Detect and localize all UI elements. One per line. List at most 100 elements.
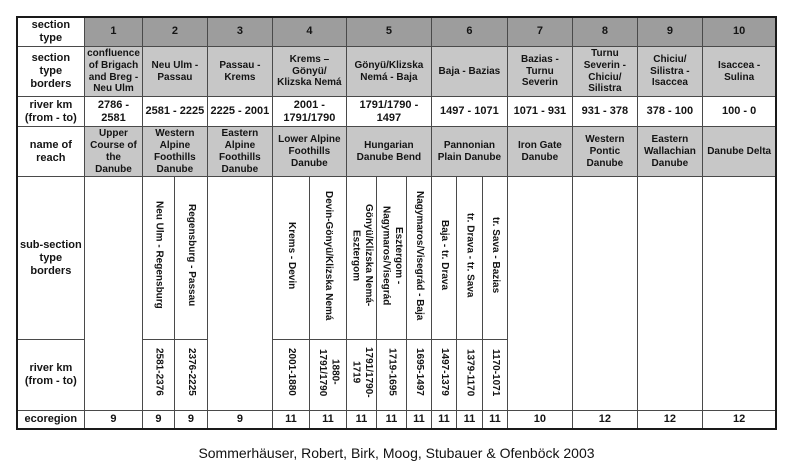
sub-section-borders: tr. Drava - tr. Sava	[455, 176, 483, 341]
section-number: 4	[271, 16, 347, 47]
row-ecoregion: ecoregion 9 9 9 9 11 11 11 11 11 11 11 1…	[16, 410, 777, 430]
reach-name: Upper Course of the Danube	[84, 126, 143, 178]
row-label-section-type: section type	[16, 16, 86, 47]
sub-section-borders: Neu Ulm - Regensburg	[141, 176, 175, 341]
ecoregion-value: 12	[636, 410, 703, 430]
vertical-text: Regensburg - Passau	[186, 204, 198, 307]
section-number: 6	[430, 16, 508, 47]
row-label-sub-river-km: river km (from - to)	[16, 339, 86, 412]
empty-cell	[571, 176, 638, 412]
vertical-text: Baja - tr. Drava	[439, 220, 451, 291]
section-number: 7	[506, 16, 573, 47]
reach-name: Western Alpine Foothills Danube	[141, 126, 208, 178]
section-number: 5	[345, 16, 432, 47]
reach-name: Eastern Alpine Foothills Danube	[206, 126, 273, 178]
vertical-text: Devin-Gönyü/Klizska Nemá	[323, 190, 335, 321]
river-km: 100 - 0	[701, 96, 777, 128]
row-label-ecoregion: ecoregion	[16, 410, 86, 430]
section-number: 1	[84, 16, 143, 47]
river-km: 931 - 378	[571, 96, 638, 128]
sub-river-km: 1719-1695	[375, 339, 407, 412]
reach-name: Western Pontic Danube	[571, 126, 638, 178]
danube-sections-table: section type 1 2 3 4 5 6 7 8 9 10 sectio…	[15, 16, 778, 430]
ecoregion-value: 9	[173, 410, 208, 430]
reach-name: Eastern Wallachian Danube	[636, 126, 703, 178]
vertical-text: Gönyü/Klizska Nemá- Esztergom	[350, 204, 374, 307]
ecoregion-value: 9	[84, 410, 143, 430]
sub-river-km: 1791/1790- 1719	[345, 339, 377, 412]
ecoregion-value: 10	[506, 410, 573, 430]
sub-river-km: 2001-1880	[271, 339, 310, 412]
reach-name: Iron Gate Danube	[506, 126, 573, 178]
ecoregion-value: 9	[141, 410, 175, 430]
row-label-sub-section-borders: sub-section type borders	[16, 176, 86, 341]
vertical-text: 2001-1880	[286, 348, 298, 397]
vertical-text: Esztergom - Nagymaros/Visegrád	[380, 205, 404, 305]
section-number: 2	[141, 16, 208, 47]
section-number: 3	[206, 16, 273, 47]
sub-river-km: 2581-2376	[141, 339, 175, 412]
empty-cell	[701, 176, 777, 412]
sub-section-borders: Baja - tr. Drava	[430, 176, 457, 341]
river-km: 1071 - 931	[506, 96, 573, 128]
section-borders: Gönyü/Klizska Nemá - Baja	[345, 45, 432, 98]
vertical-text: Neu Ulm - Regensburg	[153, 201, 165, 310]
ecoregion-value: 11	[375, 410, 407, 430]
row-section-borders: section type borders confluence of Briga…	[16, 45, 777, 98]
reach-name: Lower Alpine Foothills Danube	[271, 126, 347, 178]
sub-section-borders: Gönyü/Klizska Nemá- Esztergom	[345, 176, 377, 341]
vertical-text: 2376-2225	[186, 348, 198, 397]
row-name-of-reach: name of reach Upper Course of the Danube…	[16, 126, 777, 178]
sub-section-borders: Nagymaros/Visegrád - Baja	[405, 176, 432, 341]
sub-river-km: 1880- 1791/1790	[308, 339, 347, 412]
sub-river-km: 1170-1071	[481, 339, 508, 412]
ecoregion-value: 11	[405, 410, 432, 430]
empty-cell	[506, 176, 573, 412]
ecoregion-value: 11	[481, 410, 508, 430]
sub-section-borders: Esztergom - Nagymaros/Visegrád	[375, 176, 407, 341]
row-sub-section-borders: sub-section type borders Neu Ulm - Regen…	[16, 176, 777, 412]
section-borders: Isaccea - Sulina	[701, 45, 777, 98]
river-km: 378 - 100	[636, 96, 703, 128]
vertical-text: tr. Sava - Bazias	[490, 217, 502, 294]
river-km: 2225 - 2001	[206, 96, 273, 128]
vertical-text: 1719-1695	[386, 348, 398, 397]
reach-name: Pannonian Plain Danube	[430, 126, 508, 178]
river-km: 1791/1790 - 1497	[345, 96, 432, 128]
section-number: 10	[701, 16, 777, 47]
ecoregion-value: 11	[271, 410, 310, 430]
sub-river-km: 1497-1379	[430, 339, 457, 412]
vertical-text: Nagymaros/Visegrád - Baja	[414, 190, 426, 320]
section-number: 8	[571, 16, 638, 47]
section-borders: Bazias - Turnu Severin	[506, 45, 573, 98]
sub-section-borders: tr. Sava - Bazias	[481, 176, 508, 341]
vertical-text: 1880- 1791/1790	[316, 348, 341, 396]
section-borders: Neu Ulm - Passau	[141, 45, 208, 98]
citation: Sommerhäuser, Robert, Birk, Moog, Stubau…	[198, 444, 595, 461]
section-borders: Krems –Gönyü/ Klizska Nemá	[271, 45, 347, 98]
ecoregion-value: 11	[430, 410, 457, 430]
sub-section-borders: Regensburg - Passau	[173, 176, 208, 341]
section-borders: Baja - Bazias	[430, 45, 508, 98]
sub-river-km: 1379-1170	[455, 339, 483, 412]
ecoregion-value: 11	[455, 410, 483, 430]
river-km: 2581 - 2225	[141, 96, 208, 128]
row-label-river-km: river km (from - to)	[16, 96, 86, 128]
river-km: 1497 - 1071	[430, 96, 508, 128]
ecoregion-value: 11	[345, 410, 377, 430]
empty-cell	[84, 176, 143, 412]
sub-section-borders: Devin-Gönyü/Klizska Nemá	[308, 176, 347, 341]
ecoregion-value: 12	[701, 410, 777, 430]
river-km: 2001 - 1791/1790	[271, 96, 347, 128]
section-borders: Passau - Krems	[206, 45, 273, 98]
row-label-section-borders: section type borders	[16, 45, 86, 98]
vertical-text: 1791/1790- 1719	[350, 346, 374, 398]
vertical-text: tr. Drava - tr. Sava	[464, 213, 476, 298]
section-borders: confluence of Brigach and Breg - Neu Ulm	[84, 45, 143, 98]
row-sub-river-km: river km (from - to) 2581-2376 2376-2225…	[16, 339, 777, 412]
vertical-text: 2581-2376	[153, 348, 165, 397]
row-river-km: river km (from - to) 2786 - 2581 2581 - …	[16, 96, 777, 128]
sub-section-borders: Krems - Devin	[271, 176, 310, 341]
ecoregion-value: 9	[206, 410, 273, 430]
